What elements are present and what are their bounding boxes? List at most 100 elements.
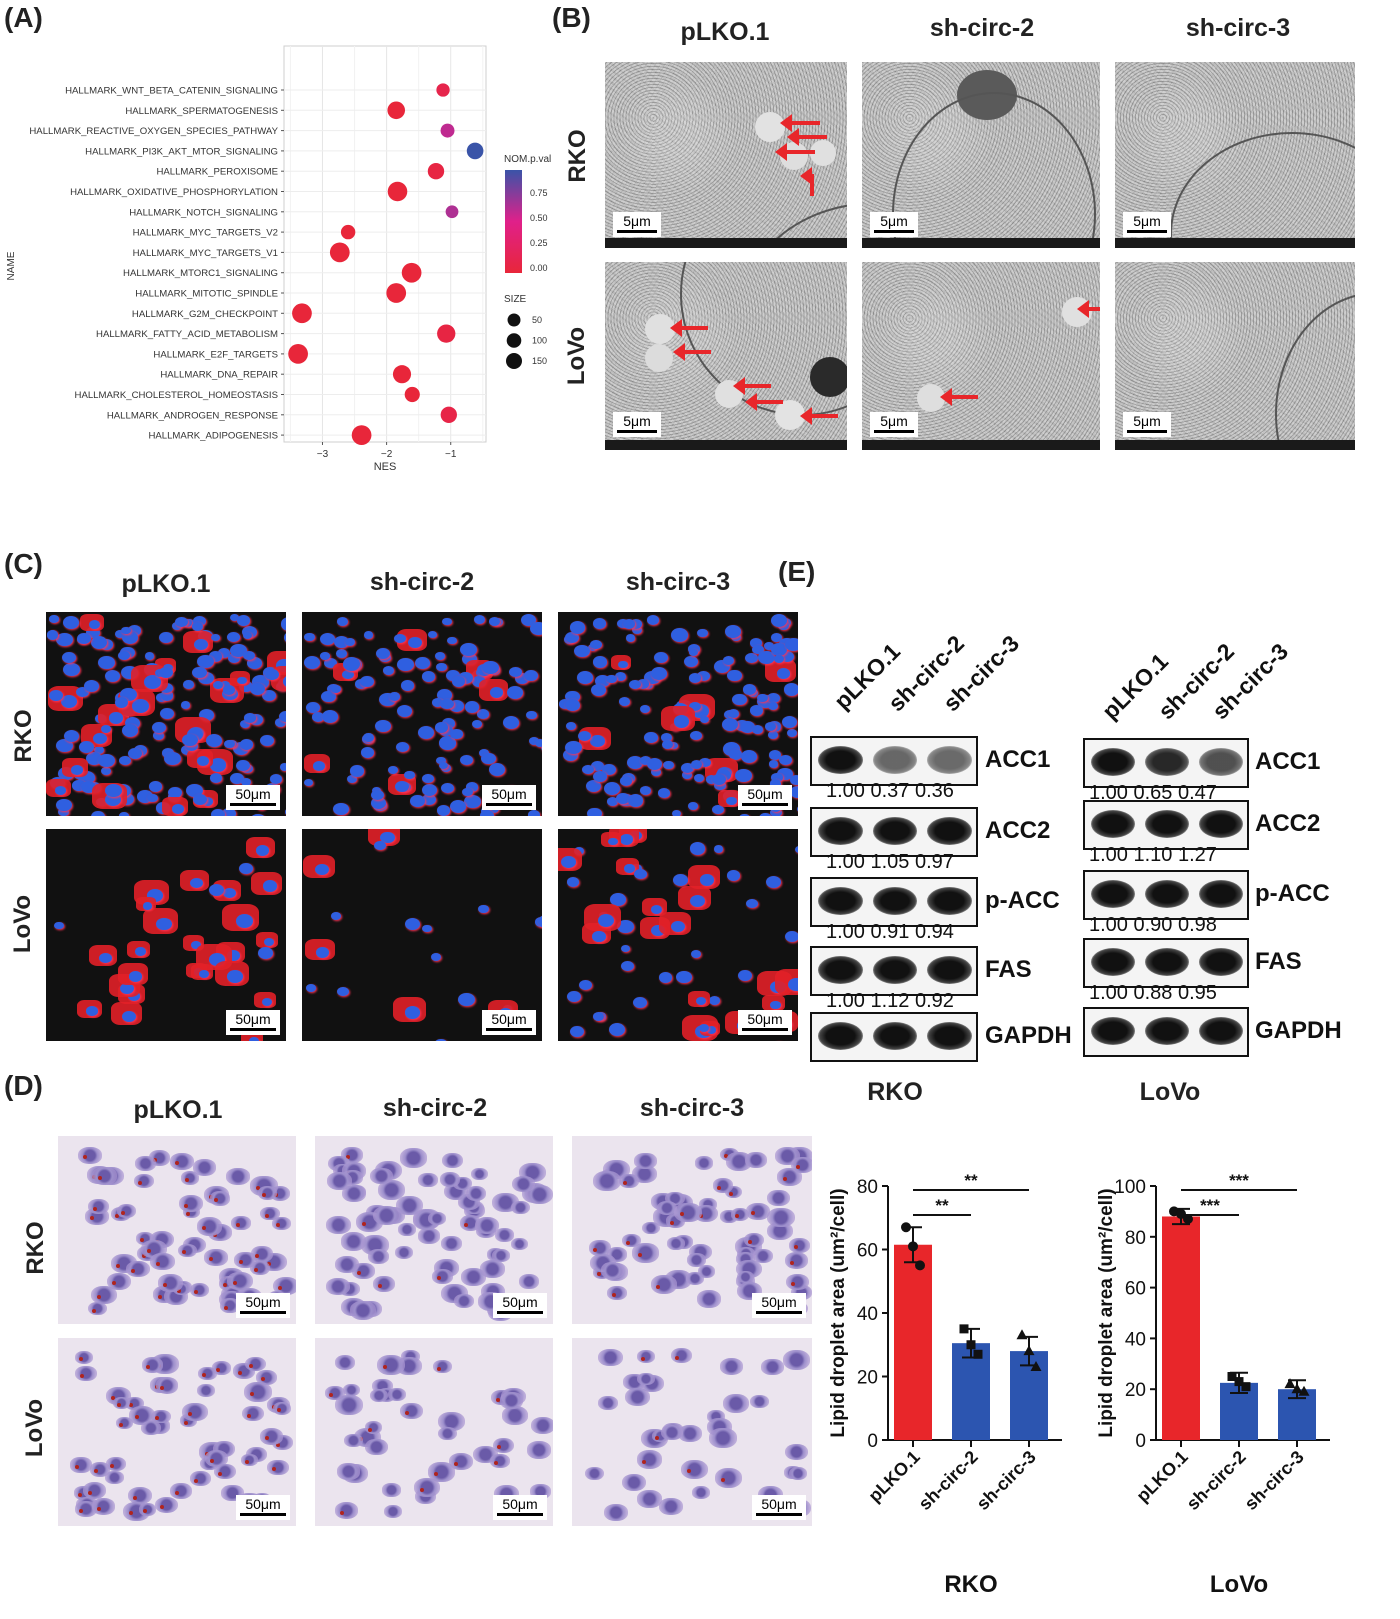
nucleus [394, 633, 407, 644]
nucleus [128, 747, 143, 759]
nucleus [227, 653, 240, 664]
oil-red-image-rko-sh3: 50μm [572, 1136, 812, 1324]
fluorescence-image-lovo-sh3: 50μm [558, 829, 798, 1041]
nucleus [336, 986, 349, 997]
stained-cell [588, 1240, 611, 1256]
pathway-dot [440, 123, 455, 138]
blot-band [818, 817, 863, 845]
nucleus [746, 899, 758, 909]
nucleus [90, 636, 107, 649]
lipid-droplet [202, 1373, 207, 1378]
pathway-label: HALLMARK_E2F_TARGETS [153, 349, 278, 360]
nucleus [725, 625, 741, 638]
data-point [966, 1340, 976, 1350]
nucleus [375, 647, 390, 660]
scale-bar: 50μm [752, 1293, 806, 1318]
x-axis-label: NES [374, 461, 397, 473]
nucleus [461, 787, 473, 797]
nucleus [471, 720, 482, 729]
nucleus [249, 683, 265, 696]
nucleus [448, 700, 464, 712]
nucleus [587, 807, 602, 816]
stained-cell [178, 1195, 203, 1213]
nucleus [676, 970, 692, 984]
lipid-droplet [670, 1220, 675, 1225]
tem-image-lovo-plko: 5μm [605, 262, 847, 450]
nucleus [509, 667, 522, 678]
nucleus [227, 970, 243, 983]
lipid-droplet [183, 1420, 188, 1425]
nucleus [147, 793, 158, 803]
nucleus [627, 794, 644, 807]
scale-bar-label: 50μm [502, 1294, 538, 1310]
lipid-droplet [183, 1203, 188, 1208]
nucleus [797, 805, 798, 814]
band-quantification: 1.00 1.05 0.97 [826, 851, 954, 873]
nucleus [104, 670, 121, 683]
scale-bar: 50μm [738, 1010, 792, 1035]
stained-cell [127, 1487, 153, 1505]
nucleus [458, 992, 476, 1007]
scale-bar: 50μm [493, 1495, 547, 1520]
lipid-droplet [237, 1370, 242, 1375]
nucleus [633, 996, 648, 1008]
stained-cell [258, 1186, 278, 1201]
stained-cell [126, 1260, 150, 1278]
nucleus [663, 760, 675, 770]
nucleus [321, 690, 336, 702]
nucleus [306, 983, 316, 992]
nucleus [395, 742, 409, 753]
nucleus [98, 656, 115, 670]
nucleus [192, 794, 207, 806]
scale-bar: 50μm [493, 1293, 547, 1318]
data-point [1241, 1382, 1251, 1392]
stained-cell [585, 1466, 605, 1481]
nucleus [629, 619, 643, 630]
nucleus [235, 914, 253, 928]
nucleus [284, 631, 286, 645]
stained-cell [383, 1505, 402, 1519]
pathway-label: HALLMARK_CHOLESTEROL_HOMEOSTASIS [75, 390, 278, 401]
nucleus [629, 679, 641, 690]
stained-cell [334, 1255, 359, 1273]
nucleus [698, 757, 711, 768]
nucleus [49, 615, 59, 623]
lipid-droplet [495, 1397, 500, 1402]
nucleus [681, 762, 694, 773]
nucleus [506, 686, 523, 699]
blot-band [1091, 948, 1135, 976]
lipid-droplet [159, 1505, 164, 1510]
tem-col-header-sh3: sh-circ-3 [1185, 14, 1291, 42]
stained-cell [789, 1237, 811, 1253]
nucleus [631, 626, 643, 635]
nucleus [93, 746, 104, 755]
nucleus [619, 833, 634, 845]
nucleus [320, 651, 330, 660]
nucleus [119, 755, 131, 766]
y-tick-label: 0 [1135, 1431, 1146, 1452]
nucleus [199, 708, 215, 721]
nucleus [442, 617, 452, 626]
nucleus [108, 712, 124, 724]
lipid-droplet [249, 1364, 254, 1369]
nucleus [209, 773, 223, 784]
stained-cell [78, 1146, 103, 1164]
oil-col-header-plko: pLKO.1 [133, 1096, 223, 1124]
lipid-droplet [790, 1282, 795, 1287]
nucleus [56, 632, 73, 647]
stained-cell [598, 1396, 618, 1411]
nucleus [100, 766, 112, 776]
scale-bar-label: 50μm [761, 1496, 797, 1512]
stained-cell [441, 1235, 462, 1251]
data-point [1291, 1383, 1303, 1394]
tem-image-lovo-sh2: 5μm [862, 262, 1100, 450]
nucleus [514, 672, 529, 684]
lipid-droplet [194, 1478, 199, 1483]
x-tick-label: sh-circ-2 [915, 1447, 982, 1514]
lipid-droplet [119, 1423, 124, 1428]
nucleus [713, 845, 724, 853]
lipid-droplet [96, 1506, 101, 1511]
pathway-dot [386, 283, 407, 303]
blot-band [818, 887, 863, 915]
lipid-droplet [464, 1222, 469, 1227]
